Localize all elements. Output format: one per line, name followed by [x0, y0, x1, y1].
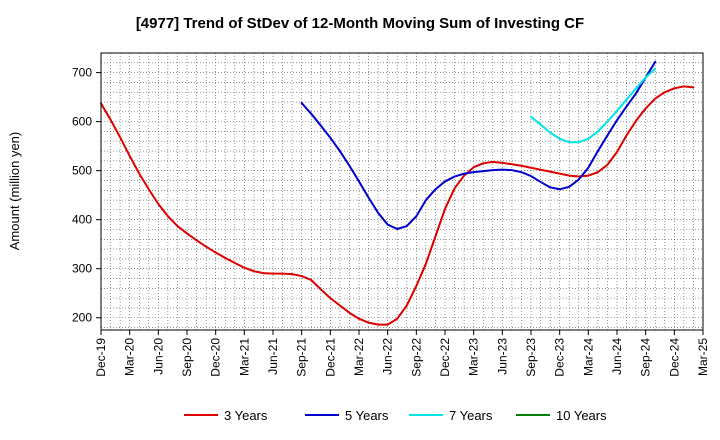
chart-title: [4977] Trend of StDev of 12-Month Moving…	[136, 15, 584, 32]
y-tick-label: 400	[72, 213, 92, 227]
grid	[101, 53, 703, 330]
legend-label: 10 Years	[556, 408, 607, 423]
x-tick-label: Dec-19	[94, 338, 108, 377]
x-tick-label: Dec-23	[553, 338, 567, 377]
plot-border	[100, 52, 704, 331]
legend-label: 5 Years	[345, 408, 389, 423]
y-axis-ticks: 200 300 400 500 600 700	[72, 66, 101, 325]
y-tick-label: 500	[72, 164, 92, 178]
x-tick-label: Sep-21	[295, 338, 309, 377]
x-axis-ticks: Dec-19 Mar-20 Jun-20 Sep-20 Dec-20 Mar-21 Jun-…	[94, 330, 710, 377]
x-tick-label: Mar-24	[581, 338, 595, 376]
x-tick-label: Mar-21	[237, 338, 251, 376]
x-tick-label: Dec-22	[438, 338, 452, 377]
x-tick-label: Jun-22	[381, 338, 395, 375]
x-tick-label: Sep-24	[639, 338, 653, 377]
series-line-7-years	[530, 67, 657, 144]
x-tick-label: Dec-20	[209, 338, 223, 377]
y-tick-label: 700	[72, 66, 92, 80]
y-tick-label: 200	[72, 311, 92, 325]
x-tick-label: Mar-25	[696, 338, 710, 376]
y-tick-label: 600	[72, 115, 92, 129]
legend: 3 Years 5 Years 7 Years 10 Years	[184, 408, 607, 423]
x-tick-label: Mar-23	[467, 338, 481, 376]
x-tick-label: Sep-22	[409, 338, 423, 377]
y-axis-label: Amount (million yen)	[7, 132, 22, 251]
x-tick-label: Sep-23	[524, 338, 538, 377]
x-tick-label: Dec-24	[667, 338, 681, 377]
legend-label: 7 Years	[449, 408, 493, 423]
x-tick-label: Jun-24	[610, 338, 624, 375]
x-tick-label: Mar-22	[352, 338, 366, 376]
series-line-5-years	[300, 60, 657, 231]
plot-area	[101, 53, 703, 330]
y-tick-label: 300	[72, 262, 92, 276]
x-tick-label: Dec-21	[323, 338, 337, 377]
x-tick-label: Sep-20	[180, 338, 194, 377]
x-tick-label: Jun-23	[495, 338, 509, 375]
x-tick-label: Mar-20	[123, 338, 137, 376]
x-tick-label: Jun-21	[266, 338, 280, 375]
series-lines	[100, 60, 695, 326]
x-tick-label: Jun-20	[151, 338, 165, 375]
legend-label: 3 Years	[224, 408, 268, 423]
series-line-3-years	[100, 85, 695, 326]
